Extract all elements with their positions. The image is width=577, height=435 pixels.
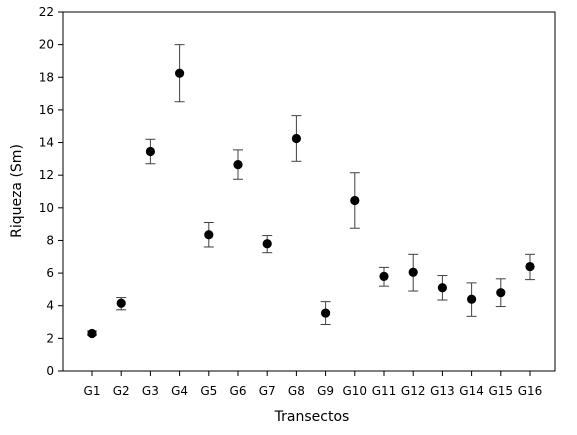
y-tick-label: 0 <box>46 364 54 378</box>
data-points <box>87 68 535 339</box>
x-tick-label: G3 <box>142 384 159 398</box>
data-point <box>437 283 447 293</box>
x-tick-label: G4 <box>171 384 188 398</box>
x-tick-label: G8 <box>288 384 305 398</box>
x-tick-label: G16 <box>518 384 543 398</box>
y-tick-label: 16 <box>39 103 54 117</box>
y-axis: 0 2 4 6 8 10 12 14 16 18 20 22 <box>39 5 63 378</box>
x-tick-label: G7 <box>259 384 276 398</box>
data-point <box>496 288 506 298</box>
data-point <box>467 294 477 304</box>
x-tick-label: G14 <box>459 384 484 398</box>
x-tick-label: G13 <box>430 384 455 398</box>
data-point <box>116 298 126 308</box>
x-tick-label: G2 <box>113 384 130 398</box>
plot-frame <box>62 11 556 372</box>
y-axis-title: Riqueza (Sm) <box>9 144 25 238</box>
x-tick-label: G11 <box>372 384 397 398</box>
x-tick-label: G15 <box>489 384 514 398</box>
data-point <box>145 146 155 157</box>
x-tick-label: G5 <box>200 384 217 398</box>
y-tick-label: 4 <box>46 299 54 313</box>
data-point <box>233 159 243 170</box>
x-tick-label: G6 <box>230 384 247 398</box>
data-point <box>379 271 389 281</box>
x-tick-label: G9 <box>317 384 334 398</box>
data-point <box>175 68 185 78</box>
data-point <box>87 328 97 339</box>
y-tick-label: 22 <box>39 5 54 19</box>
y-tick-label: 12 <box>39 168 54 182</box>
x-tick-label: G10 <box>343 384 368 398</box>
y-tick-label: 6 <box>46 266 54 280</box>
data-point <box>525 261 535 272</box>
data-point <box>408 267 418 277</box>
data-point <box>321 308 331 318</box>
y-tick-label: 14 <box>39 136 54 150</box>
data-point <box>291 133 301 144</box>
error-bars <box>87 44 535 336</box>
x-axis-title: Transectos <box>274 409 350 425</box>
x-tick-label: G12 <box>401 384 426 398</box>
y-tick-label: 18 <box>39 70 54 84</box>
y-tick-label: 20 <box>39 38 54 52</box>
y-tick-label: 10 <box>39 201 54 215</box>
data-point <box>262 239 272 249</box>
x-tick-label: G1 <box>84 384 101 398</box>
y-tick-label: 2 <box>46 331 54 345</box>
x-axis: G1 G2 G3 G4 G5 G6 G7 G8 G9 G10 G11 G12 G13 G14 G15 G16 <box>84 371 543 398</box>
data-point <box>350 195 360 206</box>
data-point <box>204 230 214 240</box>
y-tick-label: 8 <box>46 233 54 247</box>
